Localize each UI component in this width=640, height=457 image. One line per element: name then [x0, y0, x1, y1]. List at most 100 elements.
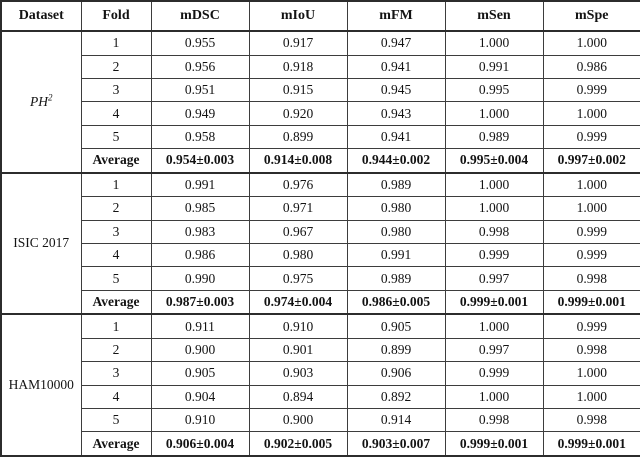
metric-cell: 0.998	[542, 337, 640, 363]
metric-cell: 0.999	[444, 242, 544, 268]
fold-cell: 4	[80, 242, 152, 268]
metric-cell: 0.971	[248, 196, 348, 221]
dataset-label: HAM10000	[8, 377, 74, 393]
header-cell-mfm: mFM	[346, 0, 446, 32]
metric-cell: 0.941	[346, 124, 446, 150]
metric-cell: 0.995	[444, 77, 544, 103]
metric-cell: 0.999±0.001	[444, 289, 544, 315]
dataset-section: PH2 1 0.955 0.917 0.947 1.000 1.000 2 0.956 0.918…	[0, 30, 640, 174]
metric-cell: 0.894	[248, 384, 348, 410]
metric-cell: 0.906±0.004	[150, 431, 250, 457]
metric-cell: 0.945	[346, 77, 446, 103]
fold-cell: Average	[80, 148, 152, 174]
metric-cell: 0.999	[542, 313, 640, 339]
fold-cell: 5	[80, 407, 152, 433]
average-row: Average 0.987±0.003 0.974±0.004 0.986±0.005…	[1, 289, 640, 315]
dataset-cell: ISIC 2017	[0, 172, 82, 315]
fold-cell: Average	[80, 431, 152, 457]
metric-cell: 0.999	[542, 124, 640, 150]
metric-cell: 0.900	[150, 337, 250, 363]
metric-cell: 1.000	[444, 30, 544, 56]
metric-cell: 0.900	[248, 407, 348, 433]
fold-row: 4 0.949 0.920 0.943 1.000 1.000	[1, 101, 640, 126]
metric-cell: 0.989	[444, 124, 544, 150]
header-cell-dataset: Dataset	[0, 0, 82, 32]
metric-cell: 0.918	[248, 54, 348, 79]
metric-cell: 0.904	[150, 384, 250, 410]
metric-cell: 0.903	[248, 361, 348, 386]
metric-cell: 1.000	[444, 196, 544, 221]
fold-row: 4 0.904 0.894 0.892 1.000 1.000	[1, 384, 640, 410]
metric-cell: 1.000	[444, 384, 544, 410]
dataset-label: PH2	[30, 92, 53, 109]
metric-cell: 1.000	[444, 172, 544, 198]
header-cell-miou: mIoU	[248, 0, 348, 32]
metric-cell: 0.892	[346, 384, 446, 410]
metric-cell: 0.999	[542, 242, 640, 268]
metric-cell: 0.899	[346, 337, 446, 363]
fold-cell: 3	[80, 361, 152, 386]
fold-cell: 2	[80, 337, 152, 363]
fold-row: 2 0.900 0.901 0.899 0.997 0.998	[1, 337, 640, 363]
fold-cell: 3	[80, 77, 152, 103]
metric-cell: 1.000	[542, 196, 640, 221]
metric-cell: 0.915	[248, 77, 348, 103]
metric-cell: 0.995±0.004	[444, 148, 544, 174]
metric-cell: 0.941	[346, 54, 446, 79]
metric-cell: 0.955	[150, 30, 250, 56]
metric-cell: 0.976	[248, 172, 348, 198]
average-row: Average 0.954±0.003 0.914±0.008 0.944±0.002…	[1, 148, 640, 174]
metric-cell: 0.903±0.007	[346, 431, 446, 457]
dataset-section: ISIC 2017 1 0.991 0.976 0.989 1.000 1.000 2 0.98…	[0, 172, 640, 315]
fold-row: 5 0.990 0.975 0.989 0.997 0.998	[1, 266, 640, 291]
metric-cell: 0.910	[248, 313, 348, 339]
fold-cell: 1	[80, 172, 152, 198]
metric-cell: 0.999	[542, 77, 640, 103]
metric-cell: 0.998	[542, 266, 640, 291]
fold-cell: Average	[80, 289, 152, 315]
metric-cell: 0.983	[150, 219, 250, 244]
metric-cell: 0.911	[150, 313, 250, 339]
metric-cell: 0.987±0.003	[150, 289, 250, 315]
metric-cell: 0.991	[444, 54, 544, 79]
metric-cell: 0.901	[248, 337, 348, 363]
metric-cell: 0.999	[444, 361, 544, 386]
fold-row: 5 0.958 0.899 0.941 0.989 0.999	[1, 124, 640, 150]
dataset-label-superscript: 2	[48, 92, 53, 103]
metric-cell: 0.986±0.005	[346, 289, 446, 315]
fold-row: 5 0.910 0.900 0.914 0.998 0.998	[1, 407, 640, 433]
metric-cell: 0.956	[150, 54, 250, 79]
fold-row: ISIC 2017 1 0.991 0.976 0.989 1.000 1.000	[0, 172, 640, 315]
metric-cell: 0.899	[248, 124, 348, 150]
metric-cell: 0.998	[444, 407, 544, 433]
metric-cell: 0.967	[248, 219, 348, 244]
metric-cell: 0.999	[542, 219, 640, 244]
fold-row: PH2 1 0.955 0.917 0.947 1.000 1.000	[0, 30, 640, 174]
metric-cell: 0.989	[346, 266, 446, 291]
metric-cell: 1.000	[542, 361, 640, 386]
metric-cell: 1.000	[542, 30, 640, 56]
metric-cell: 0.985	[150, 196, 250, 221]
fold-cell: 1	[80, 30, 152, 56]
metric-cell: 0.914	[346, 407, 446, 433]
fold-row: 3 0.905 0.903 0.906 0.999 1.000	[1, 361, 640, 386]
metric-cell: 0.910	[150, 407, 250, 433]
header-row: Dataset Fold mDSC mIoU mFM mSen mSpe	[0, 0, 640, 32]
dataset-cell: PH2	[0, 30, 82, 174]
metric-cell: 0.906	[346, 361, 446, 386]
metric-cell: 0.943	[346, 101, 446, 126]
fold-row: HAM10000 1 0.911 0.910 0.905 1.000 0.999	[0, 313, 640, 457]
header-cell-mdsc: mDSC	[150, 0, 250, 32]
metric-cell: 0.986	[542, 54, 640, 79]
metric-cell: 0.991	[150, 172, 250, 198]
metric-cell: 0.999±0.001	[542, 431, 640, 457]
metric-cell: 0.914±0.008	[248, 148, 348, 174]
average-row: Average 0.906±0.004 0.902±0.005 0.903±0.007…	[1, 431, 640, 457]
header-cell-fold: Fold	[80, 0, 152, 32]
metric-cell: 0.954±0.003	[150, 148, 250, 174]
fold-cell: 4	[80, 101, 152, 126]
metric-cell: 0.997	[444, 266, 544, 291]
dataset-cell: HAM10000	[0, 313, 82, 457]
metric-cell: 0.980	[248, 242, 348, 268]
